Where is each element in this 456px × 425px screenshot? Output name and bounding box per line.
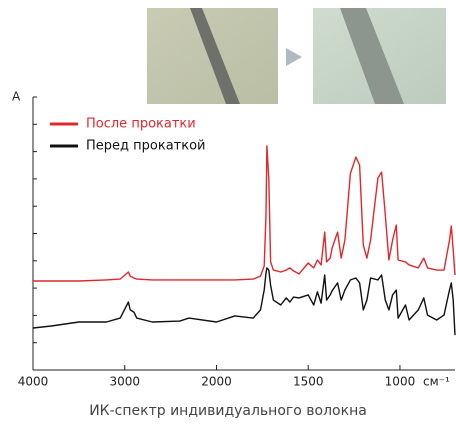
legend-text: После прокатки [86,117,196,132]
fiber [190,8,240,104]
y-axis-label: A [12,90,21,104]
photos [147,8,446,104]
arrow [286,48,302,66]
fiber [340,8,404,104]
x-tick-label: 1000 [385,375,416,389]
x-tick-label: 2000 [201,375,232,389]
series-line [33,145,456,282]
x-tick-label: 3000 [109,375,140,389]
x-axis-label: см⁻¹ [423,375,450,389]
legend-text: Перед прокаткой [86,139,206,154]
plot: 4000 3000 2000 1500 1000 После прокатки Перед … [18,96,456,389]
x-tick-label: 4000 [18,375,49,389]
x-tick-label: 1500 [293,375,324,389]
series-line [32,267,456,336]
caption: ИК-спектр индивидуального волокна [89,403,367,419]
